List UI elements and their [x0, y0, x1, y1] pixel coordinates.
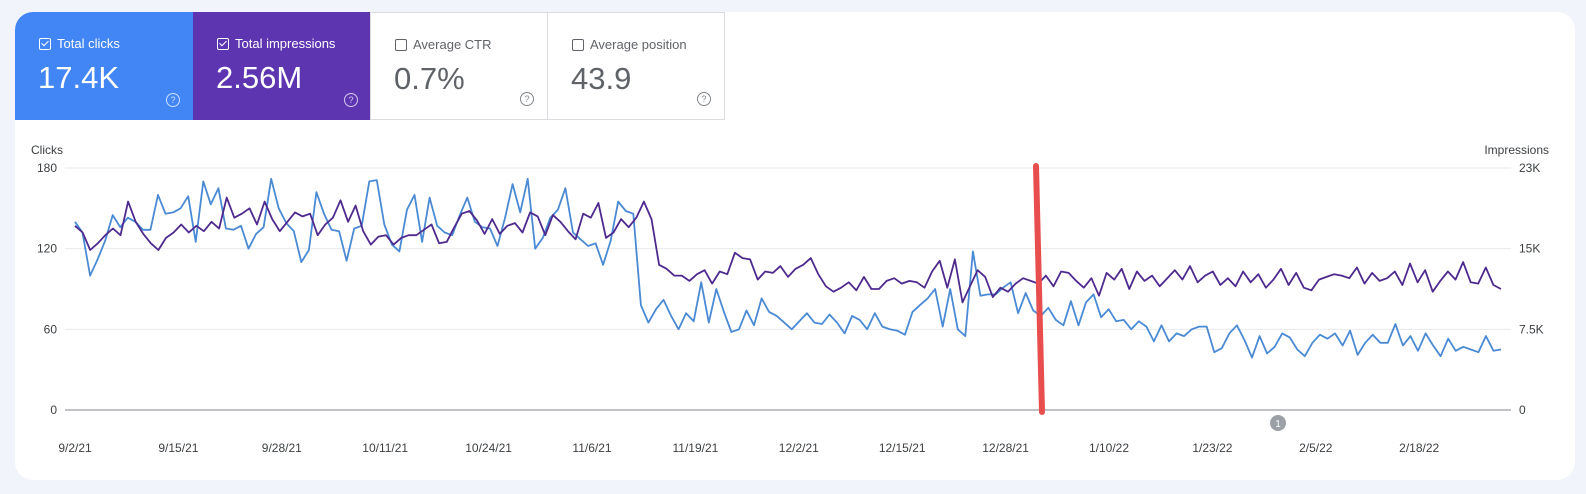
- y-tick-label-left: 120: [37, 242, 57, 256]
- metric-average-ctr[interactable]: Average CTR 0.7% ?: [370, 12, 548, 120]
- help-icon[interactable]: ?: [344, 93, 358, 107]
- x-tick-label: 2/5/22: [1299, 441, 1333, 455]
- metric-total-clicks[interactable]: Total clicks 17.4K ?: [15, 12, 193, 120]
- x-tick-label: 12/28/21: [982, 441, 1029, 455]
- metric-value: 17.4K: [38, 60, 120, 95]
- y-tick-label-left: 180: [37, 161, 57, 175]
- x-tick-label: 12/2/21: [779, 441, 819, 455]
- y-ticks-left: 180 120 60 0: [37, 161, 57, 417]
- performance-chart: Clicks Impressions 180 120 60 0 23K 15K 7.5K 0…: [31, 143, 1549, 455]
- metric-total-impressions[interactable]: Total impressions 2.56M ?: [193, 12, 371, 120]
- x-tick-label: 9/2/21: [58, 441, 92, 455]
- y-tick-label-left: 0: [50, 403, 57, 417]
- checkbox-icon[interactable]: [39, 37, 51, 50]
- x-tick-label: 10/24/21: [465, 441, 512, 455]
- y-axis-label-right: Impressions: [1484, 143, 1549, 157]
- x-tick-label: 1/10/22: [1089, 441, 1129, 455]
- x-tick-label: 10/11/21: [362, 441, 408, 455]
- metric-average-position[interactable]: Average position 43.9 ?: [547, 12, 725, 120]
- annotations: 1: [1033, 163, 1286, 431]
- metric-label: Average position: [590, 37, 687, 52]
- x-ticks: 9/2/21 9/15/21 9/28/21 10/11/21 10/24/21 11/6…: [58, 441, 1439, 455]
- metric-label: Average CTR: [413, 37, 492, 52]
- x-tick-label: 11/6/21: [572, 441, 611, 455]
- metric-label: Total clicks: [57, 36, 120, 51]
- series-line-total-impressions: [74, 196, 1502, 304]
- metric-value: 2.56M: [216, 60, 303, 95]
- x-tick-label: 9/15/21: [158, 441, 198, 455]
- x-tick-label: 1/23/22: [1192, 441, 1232, 455]
- annotation-marker-dot: [1270, 415, 1286, 431]
- help-icon[interactable]: ?: [697, 92, 711, 106]
- x-tick-label: 12/15/21: [879, 441, 926, 455]
- annotation-marker-label: 1: [1275, 419, 1281, 430]
- help-icon[interactable]: ?: [166, 93, 180, 107]
- checkbox-icon[interactable]: [395, 38, 407, 51]
- x-tick-label: 11/19/21: [672, 441, 718, 455]
- red-marker-line: [1033, 163, 1045, 415]
- annotation-marker: 1: [1270, 415, 1286, 431]
- y-tick-label-right: 7.5K: [1519, 322, 1544, 336]
- grid: [65, 167, 1511, 411]
- y-tick-label-left: 60: [44, 322, 58, 336]
- x-tick-label: 9/28/21: [262, 441, 302, 455]
- y-ticks-right: 23K 15K 7.5K 0: [1519, 161, 1544, 417]
- metric-label: Total impressions: [235, 36, 336, 51]
- checkbox-icon[interactable]: [572, 38, 584, 51]
- metric-tabs: Total clicks 17.4K ? Total impressions 2…: [15, 12, 725, 120]
- performance-panel: Total clicks 17.4K ? Total impressions 2…: [15, 12, 1575, 480]
- metric-value: 0.7%: [394, 61, 465, 96]
- series-lines: [74, 177, 1502, 359]
- y-tick-label-right: 23K: [1519, 161, 1540, 175]
- checkbox-icon[interactable]: [217, 37, 229, 50]
- x-tick-label: 2/18/22: [1399, 441, 1439, 455]
- series-line-total-clicks: [74, 177, 1502, 359]
- help-icon[interactable]: ?: [520, 92, 534, 106]
- y-axis-label-left: Clicks: [31, 143, 63, 157]
- y-tick-label-right: 0: [1519, 403, 1526, 417]
- y-tick-label-right: 15K: [1519, 242, 1540, 256]
- metric-value: 43.9: [571, 61, 632, 96]
